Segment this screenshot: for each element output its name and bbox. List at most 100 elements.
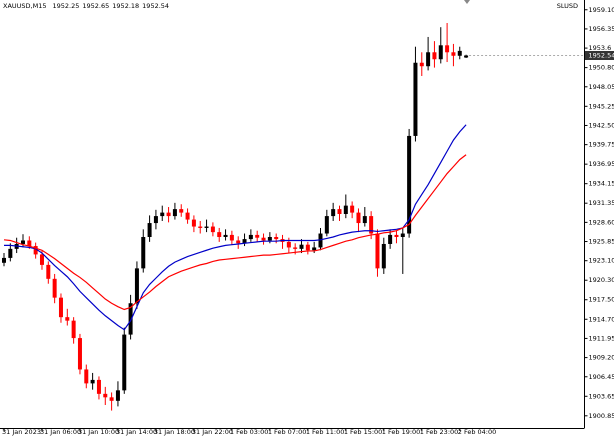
candle-body — [122, 334, 127, 391]
candle-body — [46, 264, 51, 279]
y-tick-label: 1923.10 — [589, 257, 614, 265]
candle-body — [20, 240, 25, 244]
x-tick-label: 1 Feb 11:00 — [306, 428, 345, 436]
candle-body — [160, 212, 165, 217]
x-tick-label: 31 Jan 2023 — [2, 428, 41, 436]
y-tick-label: 1931.35 — [589, 199, 614, 207]
candle-body — [432, 52, 437, 60]
candle-body — [305, 244, 310, 251]
candle-body — [337, 209, 342, 214]
candle-body — [128, 303, 133, 335]
y-tick-label: 1936.95 — [589, 160, 614, 168]
candle-body — [457, 50, 462, 56]
candle-body — [375, 233, 380, 269]
candle-body — [248, 234, 253, 240]
candle-body — [312, 247, 317, 251]
candle-body — [217, 232, 222, 238]
y-tick-label: 1953.6 — [589, 44, 612, 52]
candle-body — [96, 379, 101, 394]
candle-body — [204, 226, 209, 228]
y-tick-label: 1914.70 — [589, 315, 614, 323]
candle-body — [356, 212, 361, 224]
candle-body — [400, 233, 405, 238]
candle-body — [2, 257, 6, 263]
candle-body — [388, 234, 393, 244]
candle-body — [39, 254, 44, 265]
y-tick-label: 1928.60 — [589, 218, 614, 226]
candle-body — [255, 234, 260, 238]
candle-body — [58, 297, 63, 318]
y-tick-label: 1911.95 — [589, 334, 614, 342]
candle-body — [210, 226, 215, 233]
candle-body — [109, 397, 114, 401]
chart-header: XAUUSD,M15 1952.25 1952.65 1952.18 1952.54 — [3, 2, 169, 10]
symbol: XAUUSD,M15 — [3, 2, 47, 10]
candle-body — [299, 244, 304, 249]
candle-body — [318, 233, 323, 248]
candle-body — [331, 209, 336, 217]
current-price: 1952.54 — [589, 51, 614, 59]
candle-body — [242, 239, 247, 244]
candle-body — [229, 234, 234, 241]
candle-body — [267, 237, 272, 241]
x-tick-label: 1 Feb 23:00 — [420, 428, 459, 436]
x-tick-label: 1 Feb 03:00 — [230, 428, 269, 436]
y-tick-label: 1900.85 — [589, 412, 614, 420]
candle-body — [84, 369, 89, 384]
candle-body — [134, 268, 139, 304]
price-box — [585, 50, 614, 60]
candle-body — [261, 237, 266, 241]
x-tick-label: 31 Jan 14:00 — [116, 428, 157, 436]
candle-body — [451, 52, 456, 56]
candle-body — [369, 216, 374, 234]
x-tick-label: 1 Feb 15:00 — [344, 428, 383, 436]
candle-body — [166, 212, 171, 217]
y-tick-label: 1925.85 — [589, 238, 614, 246]
y-tick-label: 1920.30 — [589, 276, 614, 284]
candle-body — [77, 338, 82, 370]
y-tick-label: 1945.25 — [589, 102, 614, 110]
candle-body — [293, 247, 298, 249]
candle-body — [103, 393, 108, 398]
candle-body — [147, 223, 152, 238]
y-tick-label: 1906.45 — [589, 373, 614, 381]
y-tick-label: 1939.75 — [589, 141, 614, 149]
x-tick-label: 31 Jan 06:00 — [40, 428, 81, 436]
candle-body — [179, 209, 184, 213]
candle-body — [394, 234, 399, 238]
x-tick-label: 31 Jan 10:00 — [78, 428, 119, 436]
y-tick-label: 1934.15 — [589, 180, 614, 188]
candles — [2, 23, 469, 411]
candle-body — [419, 62, 424, 67]
x-tick-label: 31 Jan 22:00 — [192, 428, 233, 436]
candle-body — [324, 216, 329, 234]
candle-body — [426, 52, 431, 67]
y-tick-label: 1909.20 — [589, 354, 614, 362]
account-label: SLUSD — [557, 2, 578, 10]
high-value: 1952.65 — [82, 2, 109, 10]
candle-body — [33, 246, 38, 255]
candle-body — [115, 390, 120, 401]
x-tick-label: 31 Jan 18:00 — [154, 428, 195, 436]
candle-body — [52, 278, 57, 298]
x-tick-label: 1 Feb 19:00 — [382, 428, 421, 436]
candle-body — [90, 379, 95, 384]
shift-marker — [464, 0, 470, 4]
x-tick-label: 2 Feb 04:00 — [458, 428, 497, 436]
candle-body — [381, 243, 386, 269]
y-tick-label: 1942.50 — [589, 121, 614, 129]
y-tick-label: 1950.80 — [589, 64, 614, 72]
close-value: 1952.54 — [142, 2, 169, 10]
x-tick-label: 1 Feb 07:00 — [268, 428, 307, 436]
candle-body — [65, 317, 70, 321]
candle-body — [464, 55, 469, 58]
candle-body — [236, 240, 241, 244]
candle-body — [445, 45, 450, 53]
candle-body — [362, 216, 367, 224]
candle-body — [27, 240, 32, 247]
y-tick-label: 1948.05 — [589, 83, 614, 91]
y-tick-label: 1959.10 — [589, 6, 614, 14]
candle-body — [407, 135, 412, 234]
candle-body — [274, 237, 279, 240]
